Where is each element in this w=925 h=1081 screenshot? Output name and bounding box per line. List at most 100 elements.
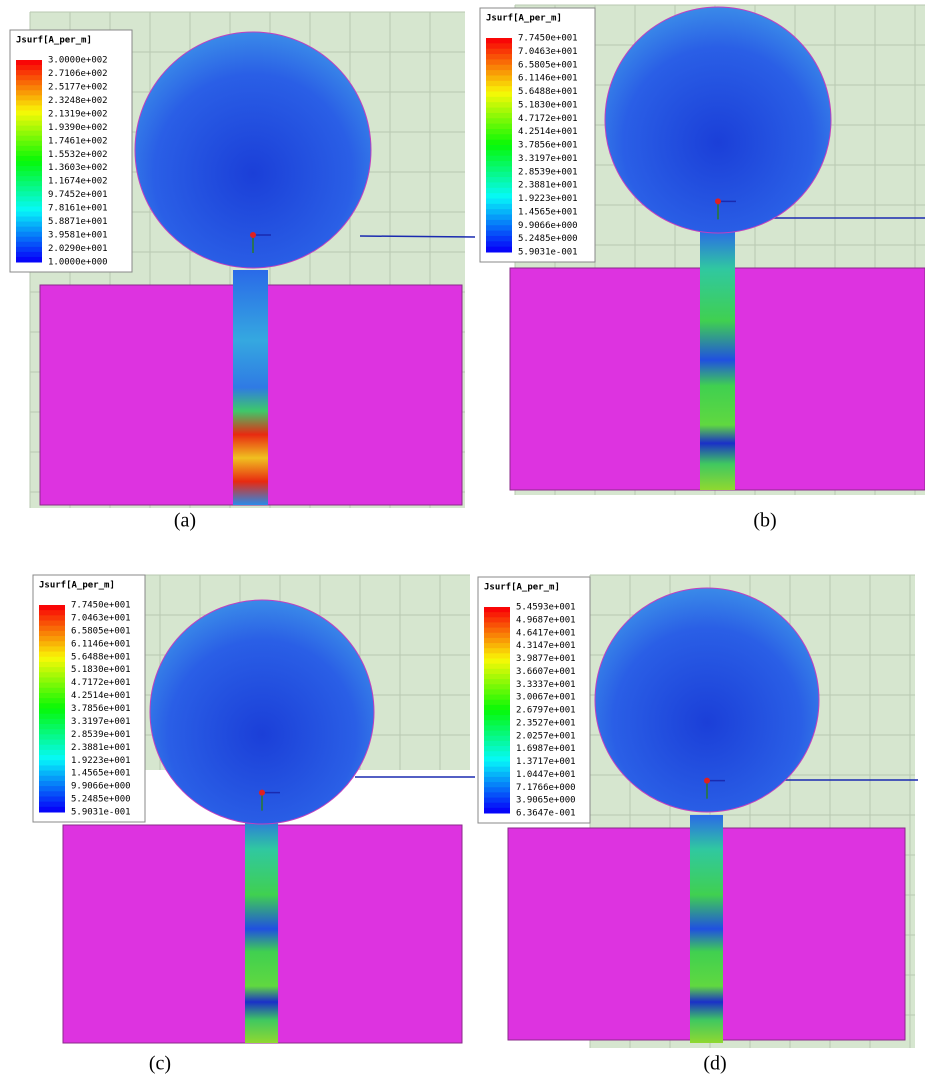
color-bar [484, 607, 510, 613]
legend-value: 2.5177e+002 [48, 82, 108, 92]
color-bar [486, 102, 512, 108]
panel: Jsurf[A_per_m]5.4593e+0014.9687e+0014.64… [478, 575, 918, 1075]
color-bar [486, 124, 512, 130]
color-bar [16, 131, 42, 137]
color-bar [39, 621, 65, 627]
feed-strip [690, 815, 723, 1043]
legend-value: 1.1674e+002 [48, 177, 108, 187]
legend-value: 1.9390e+002 [48, 123, 108, 133]
feed-strip [700, 230, 735, 490]
color-bar [39, 807, 65, 813]
legend-value: 2.0257e+001 [516, 731, 576, 741]
color-bar [486, 92, 512, 98]
color-bar [39, 610, 65, 616]
legend-value: 7.0463e+001 [518, 47, 578, 57]
color-bar [486, 204, 512, 210]
color-bar [484, 762, 510, 768]
color-bar [16, 186, 42, 192]
color-bar [486, 188, 512, 194]
color-bar [16, 111, 42, 117]
legend-title: Jsurf[A_per_m] [486, 14, 562, 24]
color-bar [39, 765, 65, 771]
color-bar [486, 65, 512, 71]
axis-origin [250, 232, 256, 238]
legend-value: 2.8539e+001 [71, 730, 131, 740]
color-bar [16, 75, 42, 81]
color-bar [486, 49, 512, 55]
color-bar [484, 684, 510, 690]
legend-value: 3.7856e+001 [518, 141, 578, 151]
color-bar [484, 720, 510, 726]
color-bar [486, 38, 512, 44]
color-bar [486, 54, 512, 60]
color-bar [486, 172, 512, 178]
color-bar [39, 776, 65, 782]
color-bar [39, 760, 65, 766]
legend-value: 4.9687e+001 [516, 615, 576, 625]
color-bar [486, 236, 512, 242]
color-bar [16, 136, 42, 142]
color-bar [484, 705, 510, 711]
color-bar [39, 631, 65, 637]
legend-value: 6.1146e+001 [71, 639, 131, 649]
legend-value: 5.8871e+001 [48, 217, 108, 227]
color-bar [16, 206, 42, 212]
legend-value: 2.1319e+002 [48, 109, 108, 119]
color-bar [39, 703, 65, 709]
color-bar [484, 746, 510, 752]
color-bar [39, 786, 65, 792]
color-bar [16, 85, 42, 91]
color-bar [484, 659, 510, 665]
color-bar [486, 118, 512, 124]
color-bar [39, 714, 65, 720]
color-bar [486, 129, 512, 135]
color-bar [484, 756, 510, 762]
color-bar [486, 220, 512, 226]
color-bar [16, 201, 42, 207]
color-bar [16, 212, 42, 218]
color-bar [484, 787, 510, 793]
legend-value: 3.3197e+001 [518, 154, 578, 164]
legend-value: 1.4565e+001 [518, 207, 578, 217]
color-bar [16, 156, 42, 162]
color-bar [39, 683, 65, 689]
color-bar [39, 791, 65, 797]
color-bar [16, 232, 42, 238]
legend-value: 2.0290e+001 [48, 244, 108, 254]
figure: Jsurf[A_per_m]3.0000e+0022.7106e+0022.51… [0, 0, 925, 1081]
legend-value: 2.6797e+001 [516, 706, 576, 716]
legend-value: 6.5805e+001 [518, 60, 578, 70]
legend-value: 4.6417e+001 [516, 628, 576, 638]
color-bar [486, 150, 512, 156]
legend-value: 9.7452e+001 [48, 190, 108, 200]
color-bar [39, 688, 65, 694]
color-bar [484, 808, 510, 814]
color-bar [486, 97, 512, 103]
color-bar [16, 171, 42, 177]
color-bar [39, 719, 65, 725]
color-bar [39, 652, 65, 658]
color-bar [16, 191, 42, 197]
color-bar [486, 108, 512, 114]
color-bar [39, 657, 65, 663]
color-bar [486, 215, 512, 221]
color-bar [16, 247, 42, 253]
color-bar [484, 751, 510, 757]
caption: (b) [753, 510, 776, 532]
color-bar [486, 231, 512, 237]
color-bar [16, 100, 42, 106]
color-bar [39, 750, 65, 756]
color-bar [486, 86, 512, 92]
color-bar [484, 628, 510, 634]
color-bar [484, 736, 510, 742]
legend-value: 2.3248e+002 [48, 96, 108, 106]
color-bar [484, 689, 510, 695]
color-bar [39, 626, 65, 632]
color-bar [486, 134, 512, 140]
color-bar [16, 60, 42, 66]
color-bar [16, 242, 42, 248]
legend-value: 2.7106e+002 [48, 69, 108, 79]
color-bar [484, 638, 510, 644]
legend-value: 3.3197e+001 [71, 717, 131, 727]
legend-title: Jsurf[A_per_m] [484, 583, 560, 593]
